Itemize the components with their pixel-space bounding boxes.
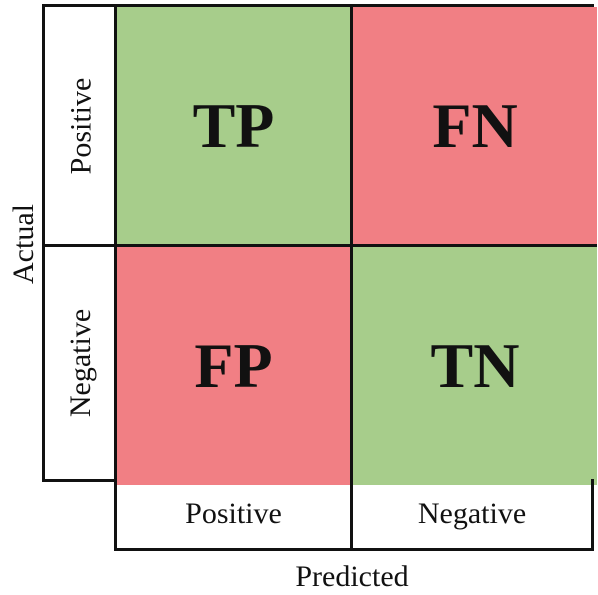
cell-true-negative: TN bbox=[353, 247, 597, 485]
matrix-grid: TP FN FP TN bbox=[114, 4, 597, 485]
cell-false-negative: FN bbox=[353, 7, 597, 247]
row-label-positive-cell: Positive bbox=[45, 7, 117, 247]
row-label-negative-cell: Negative bbox=[45, 247, 117, 479]
cell-false-positive: FP bbox=[117, 247, 353, 485]
column-label-negative: Negative bbox=[417, 496, 527, 530]
column-label-positive: Positive bbox=[117, 479, 353, 548]
row-label-positive: Positive bbox=[64, 77, 97, 174]
column-labels: Positive Negative bbox=[114, 479, 594, 551]
cell-true-positive: TP bbox=[117, 7, 353, 247]
predicted-axis-title: Predicted bbox=[295, 560, 409, 593]
actual-axis-title: Actual bbox=[7, 204, 40, 284]
row-label-negative: Negative bbox=[64, 308, 97, 418]
row-labels: Positive Negative bbox=[42, 4, 117, 482]
